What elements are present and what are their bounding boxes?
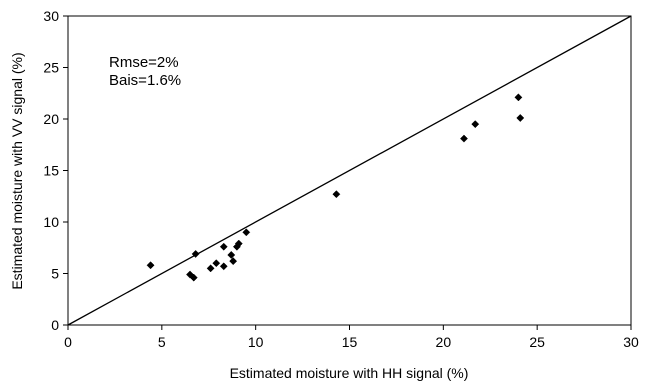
y-tick-label: 5 (51, 266, 59, 282)
x-tick-label: 30 (623, 334, 639, 350)
x-tick-label: 5 (158, 334, 166, 350)
one-to-one-line (67, 15, 632, 326)
data-point (227, 251, 236, 259)
data-point (242, 228, 251, 237)
data-point (516, 114, 525, 122)
y-tick-label: 10 (43, 214, 59, 230)
y-tick-label: 25 (43, 60, 59, 76)
y-tick-label: 30 (43, 8, 59, 24)
x-axis-label: Estimated moisture with HH signal (%) (230, 365, 469, 381)
x-tick-label: 15 (342, 334, 358, 350)
stats-annotation: Bais=1.6% (109, 72, 181, 89)
data-point (186, 270, 194, 279)
y-tick-label: 20 (43, 111, 59, 127)
x-tick-label: 20 (436, 334, 452, 350)
data-point (234, 239, 243, 248)
reference-line-layer (67, 15, 632, 326)
annotations: Rmse=2%Bais=1.6% (109, 54, 181, 89)
data-point (212, 259, 221, 268)
y-tick-label: 15 (43, 163, 59, 179)
stats-annotation: Rmse=2% (109, 54, 179, 71)
y-axis-label: Estimated moisture with VV signal (%) (9, 52, 25, 289)
data-point (219, 262, 228, 271)
data-point (146, 261, 155, 270)
data-point (514, 93, 523, 102)
data-point (189, 273, 198, 282)
data-point (471, 120, 480, 129)
data-point (460, 134, 468, 143)
data-point (332, 190, 341, 199)
x-tick-label: 0 (64, 334, 72, 350)
x-tick-label: 25 (529, 334, 545, 350)
data-points (146, 93, 525, 282)
data-point (206, 264, 215, 273)
x-axis: 0 5 10 15 20 25 30 (64, 325, 639, 350)
y-axis: 0 5 10 15 20 25 30 (43, 8, 68, 333)
x-tick-label: 10 (248, 334, 264, 350)
data-point (191, 249, 200, 258)
data-point (219, 242, 228, 251)
data-point (229, 257, 238, 266)
y-tick-label: 0 (51, 317, 59, 333)
